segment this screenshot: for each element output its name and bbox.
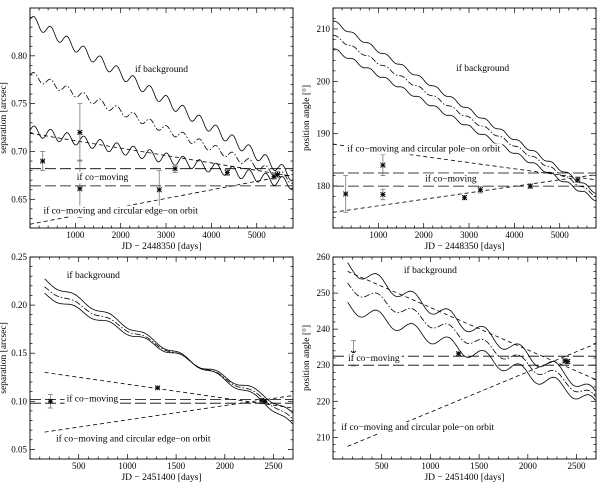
x-tick-label: 3000: [157, 230, 176, 240]
y-tick-label: 180: [317, 181, 331, 191]
x-tick-label: 3000: [460, 230, 479, 240]
series-line-solid: [44, 278, 293, 425]
series-line-solid: [30, 16, 293, 181]
series-line-solid: [30, 125, 293, 190]
y-tick-label: 0.70: [11, 146, 27, 156]
annotation: if co−moving and circular edge−on orbit: [56, 434, 211, 445]
plot-frame: [29, 7, 294, 229]
series-line-dashdot: [333, 34, 596, 197]
data-point: [224, 169, 230, 176]
data-point: [172, 164, 178, 173]
series-line-dashdot: [44, 286, 293, 419]
series-line-solid: [333, 20, 596, 194]
x-tick-label: 1000: [66, 230, 85, 240]
data-point: [262, 398, 268, 405]
chart-panel-2: 1000 2000 3000 4000 5000 180 190 200 210 JD − 244…: [301, 7, 597, 252]
data-point: [565, 358, 571, 365]
x-tick-label: 500: [72, 461, 86, 471]
annotation: if co−moving: [425, 173, 477, 184]
y-tick-label: 210: [317, 24, 331, 34]
series-line-shortdash: [347, 271, 596, 380]
x-tick-label: 5000: [248, 230, 267, 240]
x-tick-label: 4000: [202, 230, 221, 240]
y-tick-label: 0.65: [11, 194, 27, 204]
data-point: [274, 171, 281, 178]
x-tick-label: 1000: [421, 461, 440, 471]
data-point: [77, 103, 83, 162]
series-line-dashdot: [347, 282, 596, 397]
data-point: [477, 186, 484, 194]
y-tick-label: 0.10: [11, 396, 27, 406]
annotation: if co−moving: [77, 172, 129, 183]
y-axis-label: position angle [°]: [301, 85, 312, 151]
annotation: if background: [135, 64, 188, 75]
series-line-shortdash: [30, 132, 293, 177]
x-axis-label: JD − 2448350 [days]: [121, 242, 201, 252]
y-axis-label: separation [arcsec]: [0, 82, 9, 153]
y-tick-label: 260: [317, 252, 331, 262]
x-tick-label: 4000: [505, 230, 524, 240]
data-point: [39, 151, 46, 172]
data-point: [380, 154, 386, 177]
data-point: [342, 175, 349, 213]
annotation: if background: [67, 270, 120, 281]
y-tick-label: 240: [317, 324, 331, 334]
data-point: [455, 350, 462, 357]
x-tick-label: 500: [375, 461, 389, 471]
x-axis-label: JD − 2451400 [days]: [424, 473, 504, 483]
data-point: [575, 176, 581, 183]
y-tick-label: 0.15: [11, 348, 27, 358]
y-axis-label: separation [arcsec]: [0, 322, 9, 393]
y-tick-label: 220: [317, 396, 331, 406]
annotation: if co−moving and circular pole−on orbit: [341, 422, 494, 433]
x-tick-label: 2000: [519, 461, 538, 471]
y-tick-label: 190: [317, 129, 331, 139]
series-group: [30, 16, 293, 225]
chart-panel-1: 1000 2000 3000 4000 5000 0.65 0.70 0.75 0.80 JD −…: [0, 7, 294, 252]
x-tick-label: 2000: [216, 461, 235, 471]
x-tick-label: 1000: [369, 230, 388, 240]
chart-panel-4: 500 1000 1500 2000 2500 210 220 230 240 250 260 JD …: [301, 252, 597, 483]
data-point: [527, 183, 533, 189]
x-tick-label: 1500: [167, 461, 186, 471]
x-tick-label: 2500: [568, 461, 587, 471]
y-axis-label: position angle [°]: [301, 325, 312, 391]
x-tick-label: 1500: [470, 461, 489, 471]
y-tick-label: 250: [317, 288, 331, 298]
x-tick-label: 1000: [118, 461, 137, 471]
data-point: [47, 394, 54, 409]
plot-frame: [29, 256, 294, 460]
annotation: if co−moving: [67, 393, 119, 404]
y-tick-label: 200: [317, 76, 331, 86]
plot-frame: [332, 7, 597, 229]
y-tick-label: 0.25: [11, 252, 27, 262]
series-line-solid: [44, 292, 293, 414]
x-tick-label: 5000: [551, 230, 570, 240]
y-tick-label: 230: [317, 360, 331, 370]
chart-panel-3: 500 1000 1500 2000 2500 0.05 0.10 0.15 0.20 0.25 J…: [0, 252, 294, 483]
y-tick-label: 0.05: [11, 444, 27, 454]
y-tick-label: 0.20: [11, 300, 27, 310]
x-tick-label: 2000: [415, 230, 434, 240]
y-tick-label: 0.75: [11, 99, 27, 109]
y-tick-label: 210: [317, 432, 331, 442]
x-tick-label: 2000: [112, 230, 131, 240]
annotation: if co−moving: [348, 353, 400, 364]
series-group: [30, 278, 293, 433]
x-axis-label: JD − 2451400 [days]: [121, 473, 201, 483]
data-point: [154, 385, 161, 391]
annotation: if background: [456, 63, 509, 74]
y-tick-label: 0.80: [11, 51, 27, 61]
x-axis-label: JD − 2448350 [days]: [424, 242, 504, 252]
data-point: [380, 188, 386, 201]
x-tick-label: 2500: [265, 461, 284, 471]
series-line-shortdash: [333, 174, 596, 213]
annotation: if co−moving and circular pole−on orbit: [347, 144, 500, 155]
series-group: [333, 262, 596, 447]
annotation: if co−moving and circular edge−on orbit: [43, 206, 198, 217]
annotation: if background: [404, 265, 457, 276]
data-point: [461, 194, 468, 201]
